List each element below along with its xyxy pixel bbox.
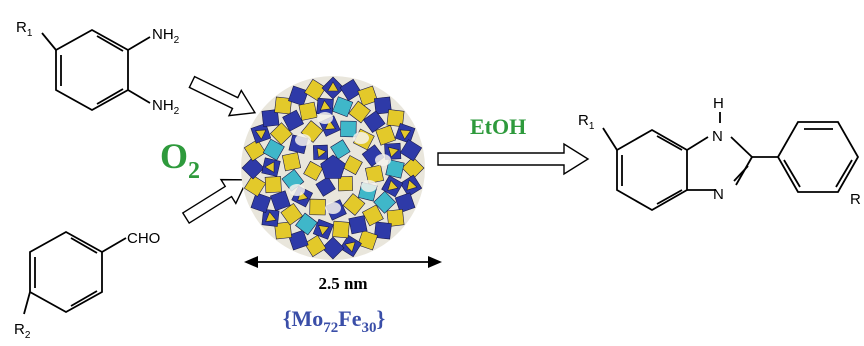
size-scale-label: 2.5 nm [318,274,367,293]
arrow-bottom-input [181,178,249,225]
size-scale: 2.5 nm [244,256,442,293]
cluster-polyhedron [269,122,293,146]
size-scale-left-head [244,256,258,268]
cluster-window [353,132,369,144]
cluster-polyhedron [387,146,400,158]
aldehyde-ring [23,230,127,315]
cluster-window [317,112,333,124]
cluster-polyhedron [298,101,318,121]
cluster-polyhedron [265,211,277,223]
cluster-polyhedron [264,176,282,194]
cluster-polyhedron [386,109,405,128]
size-scale-right-head [428,256,442,268]
diamine-ring [41,28,151,112]
aldehyde-cho-label: CHO [127,230,160,247]
cluster-polyhedron [303,160,324,181]
cluster-polyhedron [332,220,350,239]
cluster-polyhedra [241,76,425,260]
input-arrows [181,75,590,225]
cluster-polyhedron [348,100,371,124]
cluster-polyhedron [315,176,336,197]
cluster-polyhedron [309,198,326,216]
diamine-structure: R1 NH2 NH2 [16,19,180,117]
cluster-polyhedron [316,147,327,158]
product-bonds [602,112,860,212]
cluster-polyhedron [280,202,304,226]
cluster-polyhedron [337,176,354,192]
cluster-polyhedron [254,129,267,140]
keplerate-cluster-illustration [241,76,425,260]
product-nh-h-label: H [713,95,724,112]
diamine-nh2-bottom-label: NH2 [152,97,180,117]
cluster-polyhedron [375,124,396,146]
benzimidazole-product: R1 H N N R [578,95,861,212]
diamine-r1-label: R1 [16,19,33,39]
cluster-polyhedron [324,119,336,130]
cluster-window [325,202,341,214]
cluster-polyhedron [264,161,275,173]
cluster-polyhedron [340,120,357,138]
cluster-polyhedron [321,236,345,260]
cluster-polyhedron [327,81,339,92]
diamine-nh2-top-label: NH2 [152,26,180,46]
cluster-window [295,134,311,146]
cluster-polyhedron [295,212,318,236]
arrow-top-input [188,75,257,117]
cluster-polyhedron [348,215,368,235]
cluster-polyhedron [361,204,384,227]
cluster-window [289,184,305,196]
cluster-polyhedron [318,225,330,236]
cluster-polyhedron [262,138,285,161]
cluster-polyhedron [373,190,397,214]
cluster-polyhedron [342,193,366,216]
cluster-polyhedron [362,110,386,134]
cluster-polyhedron [281,152,302,172]
arrow-to-product [437,142,590,176]
cluster-polyhedron [330,139,351,160]
product-r-label: R [850,191,861,208]
oxidant-label: O2 [160,136,200,184]
product-n2-label: N [713,186,724,203]
solvent-label: EtOH [470,114,526,139]
product-r1-label: R1 [578,112,595,132]
aldehyde-structure: CHO R2 [14,230,160,341]
aldehyde-r2-label: R2 [14,321,31,341]
cluster-polyhedron [319,99,332,111]
cluster-window [375,154,391,166]
cluster-center-pentagon [320,154,346,179]
cluster-polyhedron [332,96,354,118]
cluster-polyhedron [394,192,416,213]
product-n1-label: N [712,128,723,145]
cluster-polyhedron [342,155,363,176]
cluster-polyhedron [282,109,305,132]
cluster-polyhedron [399,129,412,140]
cluster-polyhedron [270,190,291,212]
catalyst-formula: {Mo72Fe30} [283,306,385,336]
cluster-window [361,180,377,192]
cluster-polyhedron [344,241,356,253]
cluster-polyhedron [406,179,418,191]
cluster-polyhedron [387,179,399,191]
